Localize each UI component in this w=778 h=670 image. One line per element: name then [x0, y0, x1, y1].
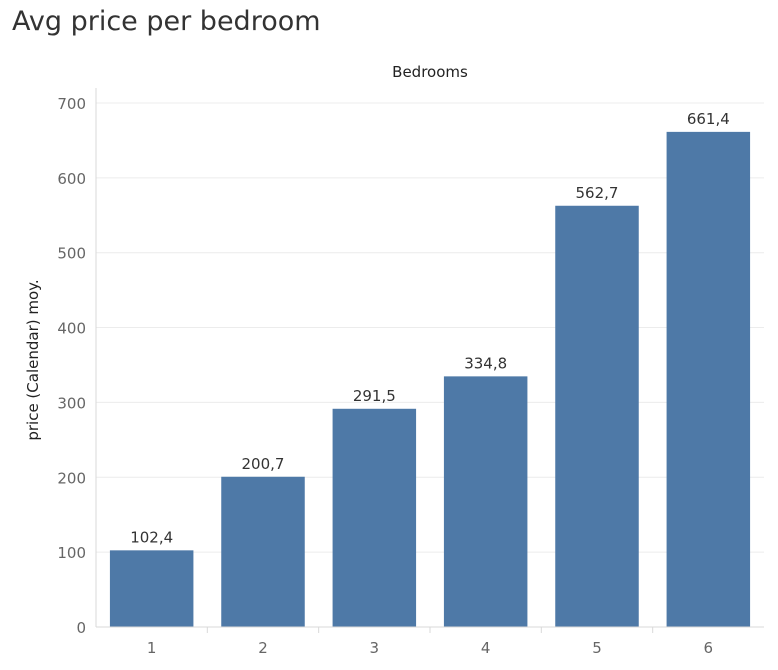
bar[interactable] — [109, 550, 194, 627]
x-tick-label: 6 — [704, 639, 714, 657]
x-axis-header: Bedrooms — [392, 63, 468, 81]
chart-title: Avg price per bedroom — [12, 6, 321, 37]
y-tick-label: 300 — [57, 394, 86, 412]
bar[interactable] — [443, 376, 528, 627]
data-label: 334,8 — [464, 354, 507, 372]
data-label: 200,7 — [242, 455, 285, 473]
y-tick-label: 500 — [57, 245, 86, 263]
y-tick-label: 700 — [57, 95, 86, 113]
bar[interactable] — [555, 205, 639, 627]
data-labels: 102,4 200,7 291,5 334,8 562,7 661,4 — [130, 110, 730, 546]
x-tick-label: 2 — [258, 639, 268, 657]
y-tick-label: 200 — [57, 469, 86, 487]
data-label: 562,7 — [576, 184, 619, 202]
y-tick-label: 0 — [76, 619, 86, 637]
x-tick-label: 5 — [592, 639, 602, 657]
axes: 0 100 200 300 400 500 600 700 1 2 3 4 5 6 — [57, 88, 764, 657]
y-tick-label: 100 — [57, 544, 86, 562]
data-label: 661,4 — [687, 110, 730, 128]
bars — [109, 131, 751, 628]
gridlines — [96, 102, 764, 553]
y-tick-label: 400 — [57, 320, 86, 338]
data-label: 102,4 — [130, 528, 173, 546]
x-tick-label: 4 — [481, 639, 491, 657]
x-tick-label: 3 — [370, 639, 380, 657]
x-tick-label: 1 — [147, 639, 157, 657]
bar[interactable] — [221, 476, 305, 627]
bar[interactable] — [332, 408, 417, 627]
data-label: 291,5 — [353, 387, 396, 405]
bar[interactable] — [666, 131, 751, 628]
y-tick-label: 600 — [57, 170, 86, 188]
